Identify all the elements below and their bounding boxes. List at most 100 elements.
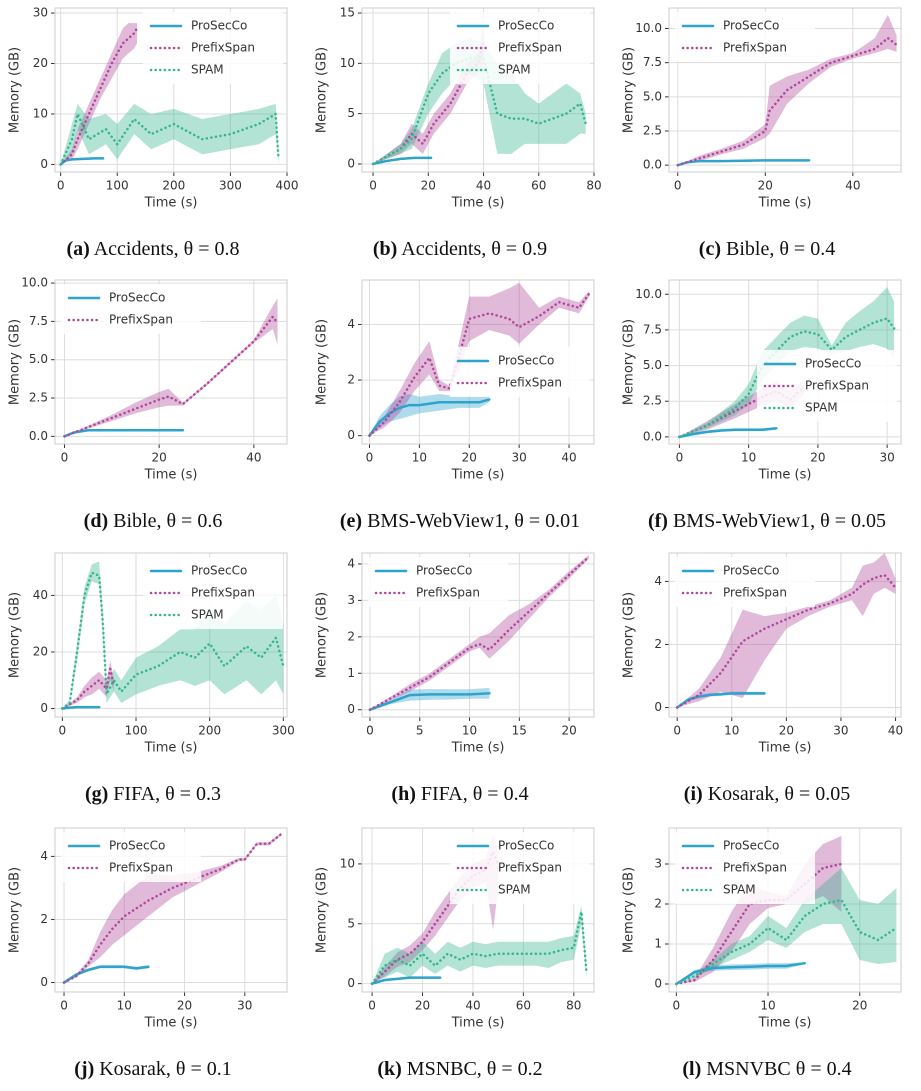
y-tick-label: 4 bbox=[347, 556, 355, 570]
legend: ProSecCo PrefixSpan SPAM bbox=[675, 832, 815, 904]
series-line bbox=[61, 705, 101, 710]
x-axis-label: Time (s) bbox=[144, 741, 198, 756]
y-tick-label: 7.5 bbox=[643, 55, 662, 69]
caption-text: Accidents, θ = 0.9 bbox=[401, 238, 547, 260]
plot-frame bbox=[54, 552, 288, 718]
series-line bbox=[675, 898, 898, 986]
y-tick-label: 0.0 bbox=[643, 429, 662, 443]
x-tick-label: 30 bbox=[880, 451, 895, 465]
legend-box bbox=[61, 832, 201, 882]
legend-box bbox=[675, 557, 815, 607]
legend: ProSecCo PrefixSpan SPAM bbox=[143, 557, 283, 629]
caption-label: (f) bbox=[648, 510, 668, 532]
series-line bbox=[371, 41, 485, 166]
x-tick-label: 0 bbox=[369, 179, 377, 193]
legend-box bbox=[450, 832, 590, 904]
legend-box bbox=[675, 12, 815, 62]
series-line bbox=[370, 976, 442, 985]
y-tick-label: 2 bbox=[347, 373, 355, 387]
caption: (k) MSNBC, θ = 0.2 bbox=[377, 1058, 542, 1080]
x-axis-label: Time (s) bbox=[758, 468, 812, 483]
caption-label: (i) bbox=[684, 783, 703, 805]
y-tick-label: 2.5 bbox=[643, 394, 662, 408]
y-tick-label: 2 bbox=[40, 912, 48, 926]
x-tick-label: 0 bbox=[60, 999, 68, 1013]
legend-label: PrefixSpan bbox=[191, 586, 255, 600]
caption-text: Accidents, θ = 0.8 bbox=[94, 238, 240, 260]
y-tick-label: 5 bbox=[347, 106, 355, 120]
y-tick-label: 0 bbox=[40, 701, 48, 715]
x-tick-label: 100 bbox=[106, 179, 129, 193]
legend-box bbox=[450, 12, 590, 84]
y-tick-label: 4 bbox=[654, 574, 662, 588]
legend-label: ProSecCo bbox=[723, 19, 779, 33]
series-line bbox=[678, 317, 896, 439]
y-axis-label: Memory (GB) bbox=[8, 867, 23, 953]
band bbox=[373, 38, 586, 164]
y-tick-label: 1 bbox=[654, 937, 662, 951]
y-tick-label: 20 bbox=[33, 56, 48, 70]
series-line bbox=[676, 36, 898, 167]
plot-frame bbox=[54, 7, 288, 173]
legend-label: PrefixSpan bbox=[723, 586, 787, 600]
y-tick-label: 5.0 bbox=[643, 89, 662, 103]
band bbox=[369, 282, 590, 436]
x-tick-label: 10 bbox=[412, 451, 427, 465]
x-tick-label: 10 bbox=[462, 724, 477, 738]
caption-label: (c) bbox=[699, 238, 721, 260]
x-tick-label: 200 bbox=[162, 179, 185, 193]
plot-frame bbox=[54, 279, 288, 445]
series-line bbox=[368, 555, 591, 711]
caption: (b) Accidents, θ = 0.9 bbox=[373, 238, 547, 260]
band bbox=[62, 561, 284, 709]
plot-frame bbox=[361, 279, 595, 445]
legend-label: SPAM bbox=[723, 883, 756, 897]
caption-text: FIFA, θ = 0.3 bbox=[113, 783, 221, 805]
caption-text: Bible, θ = 0.4 bbox=[726, 238, 835, 260]
legend-label: PrefixSpan bbox=[723, 41, 787, 55]
x-tick-label: 20 bbox=[758, 179, 773, 193]
caption: (f) BMS-WebView1, θ = 0.05 bbox=[648, 510, 886, 532]
x-tick-label: 20 bbox=[152, 451, 167, 465]
series-line bbox=[368, 692, 491, 711]
caption-label: (h) bbox=[391, 783, 415, 805]
x-tick-label: 0 bbox=[366, 451, 374, 465]
caption: (c) Bible, θ = 0.4 bbox=[699, 238, 835, 260]
legend: ProSecCo PrefixSpan bbox=[675, 12, 815, 62]
band bbox=[62, 660, 114, 709]
y-tick-label: 15 bbox=[340, 6, 355, 20]
band bbox=[64, 832, 281, 983]
y-tick-label: 0 bbox=[40, 157, 48, 171]
x-tick-label: 20 bbox=[810, 451, 825, 465]
plot-frame bbox=[668, 552, 902, 718]
legend-label: ProSecCo bbox=[191, 19, 247, 33]
y-tick-label: 40 bbox=[33, 588, 48, 602]
caption-text: Kosarak, θ = 0.05 bbox=[708, 783, 851, 805]
y-tick-label: 4 bbox=[40, 849, 48, 863]
y-tick-label: 0 bbox=[654, 700, 662, 714]
subplot: 0 20 40 0.0 2.5 5.0 7.5 10.0 Time (s) Memory (GB)… bbox=[622, 7, 902, 260]
y-axis-label: Memory (GB) bbox=[8, 47, 23, 133]
y-tick-label: 5.0 bbox=[643, 358, 662, 372]
plot-frame bbox=[54, 827, 288, 993]
y-axis-label: Memory (GB) bbox=[622, 867, 637, 953]
y-tick-label: 2.5 bbox=[643, 124, 662, 138]
x-tick-label: 0 bbox=[368, 999, 376, 1013]
x-tick-label: 20 bbox=[462, 451, 477, 465]
caption-text: BMS-WebView1, θ = 0.01 bbox=[367, 510, 580, 532]
subplot: 0 20 40 60 80 0 5 10 15 Time (s) Memory (GB) ProSec… bbox=[315, 6, 602, 260]
legend: ProSecCo PrefixSpan bbox=[450, 347, 590, 397]
caption: (h) FIFA, θ = 0.4 bbox=[391, 783, 528, 805]
legend-label: SPAM bbox=[805, 401, 838, 415]
caption-text: MSNBC, θ = 0.2 bbox=[407, 1058, 543, 1080]
subplot: 0 20 40 60 80 0 5 10 Time (s) Memory (GB) ProSecCo… bbox=[315, 827, 595, 1080]
x-tick-label: 20 bbox=[421, 179, 436, 193]
x-tick-label: 60 bbox=[531, 179, 546, 193]
y-tick-label: 10.0 bbox=[21, 276, 48, 290]
x-tick-label: 300 bbox=[272, 724, 295, 738]
band bbox=[60, 23, 138, 165]
x-tick-label: 10 bbox=[760, 999, 775, 1013]
band bbox=[369, 393, 490, 436]
series-line bbox=[59, 26, 139, 166]
